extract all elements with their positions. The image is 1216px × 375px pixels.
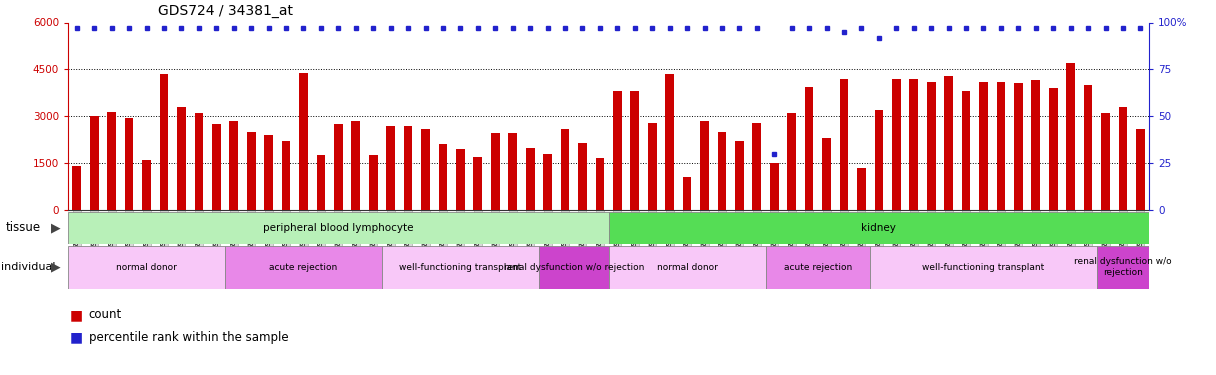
Bar: [979, 82, 987, 210]
Bar: [334, 124, 343, 210]
Bar: [839, 79, 849, 210]
Bar: [1014, 84, 1023, 210]
Text: well-functioning transplant: well-functioning transplant: [923, 262, 1045, 272]
Bar: [439, 144, 447, 210]
Bar: [299, 72, 308, 210]
Bar: [927, 82, 935, 210]
Bar: [159, 74, 168, 210]
Text: GDS724 / 34381_at: GDS724 / 34381_at: [158, 4, 293, 18]
Text: ■: ■: [69, 308, 83, 322]
Bar: [1083, 85, 1092, 210]
Bar: [787, 113, 796, 210]
Text: acute rejection: acute rejection: [270, 262, 338, 272]
Bar: [630, 91, 640, 210]
Bar: [508, 134, 517, 210]
Bar: [1066, 63, 1075, 210]
Bar: [90, 116, 98, 210]
Bar: [962, 91, 970, 210]
Bar: [871, 246, 1097, 289]
Text: well-functioning transplant: well-functioning transplant: [399, 262, 522, 272]
Bar: [125, 118, 134, 210]
Bar: [648, 123, 657, 210]
Text: percentile rank within the sample: percentile rank within the sample: [89, 331, 288, 344]
Bar: [1097, 246, 1149, 289]
Text: acute rejection: acute rejection: [784, 262, 852, 272]
Bar: [264, 135, 272, 210]
Text: ▶: ▶: [51, 221, 61, 234]
Bar: [766, 246, 871, 289]
Bar: [682, 177, 692, 210]
Bar: [525, 147, 535, 210]
Bar: [195, 113, 203, 210]
Bar: [539, 246, 608, 289]
Bar: [561, 129, 569, 210]
Bar: [368, 155, 378, 210]
Bar: [387, 126, 395, 210]
Bar: [700, 121, 709, 210]
Bar: [874, 110, 883, 210]
Bar: [382, 246, 539, 289]
Bar: [1102, 113, 1110, 210]
Bar: [893, 79, 901, 210]
Bar: [717, 132, 726, 210]
Bar: [910, 79, 918, 210]
Bar: [596, 158, 604, 210]
Bar: [857, 168, 866, 210]
Bar: [142, 160, 151, 210]
Bar: [1049, 88, 1058, 210]
Bar: [316, 155, 325, 210]
Bar: [665, 74, 674, 210]
Bar: [282, 141, 291, 210]
Bar: [734, 141, 744, 210]
Bar: [178, 107, 186, 210]
Bar: [805, 87, 814, 210]
Bar: [770, 163, 778, 210]
Text: peripheral blood lymphocyte: peripheral blood lymphocyte: [263, 223, 413, 233]
Bar: [613, 91, 621, 210]
Bar: [1031, 80, 1040, 210]
Text: count: count: [89, 309, 122, 321]
Bar: [822, 138, 831, 210]
Bar: [73, 166, 81, 210]
Bar: [544, 154, 552, 210]
Bar: [351, 121, 360, 210]
Text: normal donor: normal donor: [116, 262, 178, 272]
Bar: [1119, 107, 1127, 210]
Bar: [68, 212, 608, 244]
Bar: [247, 132, 255, 210]
Text: renal dysfunction w/o rejection: renal dysfunction w/o rejection: [503, 262, 644, 272]
Text: ■: ■: [69, 330, 83, 345]
Bar: [107, 112, 116, 210]
Bar: [404, 126, 412, 210]
Bar: [68, 246, 225, 289]
Bar: [421, 129, 430, 210]
Bar: [473, 157, 483, 210]
Text: normal donor: normal donor: [657, 262, 717, 272]
Bar: [753, 123, 761, 210]
Bar: [578, 143, 587, 210]
Bar: [997, 82, 1006, 210]
Bar: [225, 246, 382, 289]
Bar: [945, 76, 953, 210]
Text: ▶: ▶: [51, 261, 61, 274]
Bar: [608, 246, 766, 289]
Text: individual: individual: [1, 262, 56, 272]
Bar: [608, 212, 1149, 244]
Text: kidney: kidney: [861, 223, 896, 233]
Bar: [212, 124, 220, 210]
Bar: [230, 121, 238, 210]
Text: renal dysfunction w/o
rejection: renal dysfunction w/o rejection: [1074, 258, 1172, 277]
Text: tissue: tissue: [6, 221, 41, 234]
Bar: [491, 134, 500, 210]
Bar: [1136, 129, 1144, 210]
Bar: [456, 149, 465, 210]
